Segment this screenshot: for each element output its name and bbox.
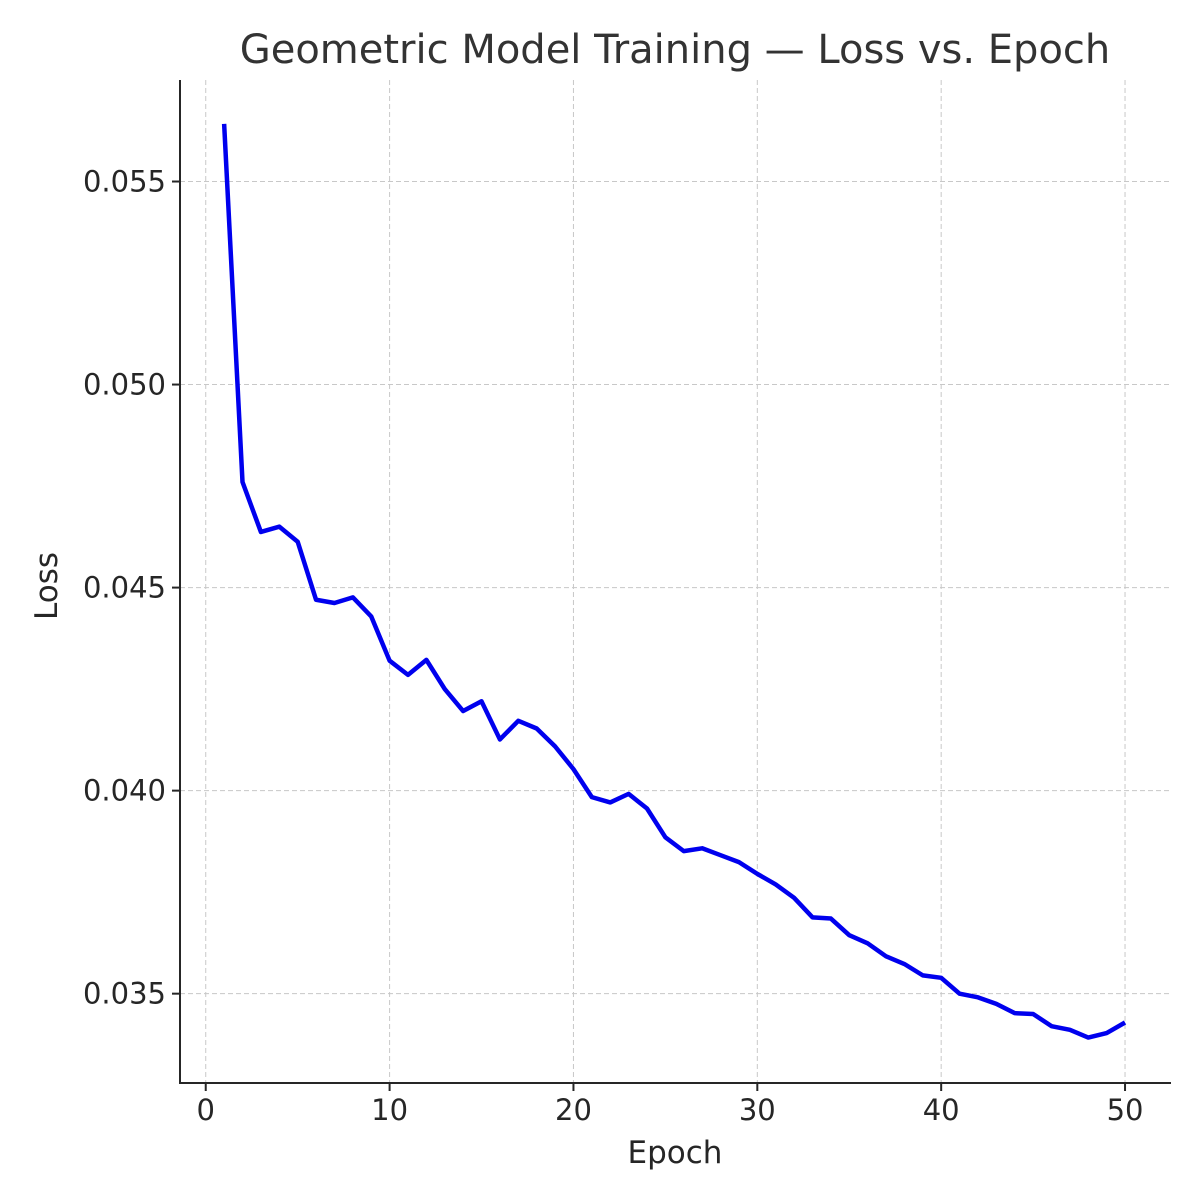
y-axis-label: Loss [29, 552, 65, 620]
x-tick-label: 40 [923, 1093, 960, 1127]
grid [180, 80, 1171, 1083]
chart-title: Geometric Model Training — Loss vs. Epoc… [240, 27, 1111, 73]
ticks: 0 10 20 30 40 50 0.035 0.040 0.045 0.050 0.055 [83, 165, 1144, 1127]
x-tick-label: 20 [555, 1093, 592, 1127]
x-tick-label: 0 [197, 1093, 215, 1127]
y-tick-label: 0.040 [83, 774, 166, 808]
x-tick-label: 30 [739, 1093, 776, 1127]
series-group [221, 123, 1127, 1040]
y-tick-label: 0.050 [83, 368, 166, 402]
y-tick-label: 0.045 [83, 571, 166, 605]
x-axis-label: Epoch [628, 1135, 723, 1171]
x-tick-label: 10 [371, 1093, 408, 1127]
y-tick-label: 0.055 [83, 165, 166, 199]
loss-series-line [221, 123, 1127, 1040]
x-tick-label: 50 [1107, 1093, 1144, 1127]
y-tick-label: 0.035 [83, 977, 166, 1011]
